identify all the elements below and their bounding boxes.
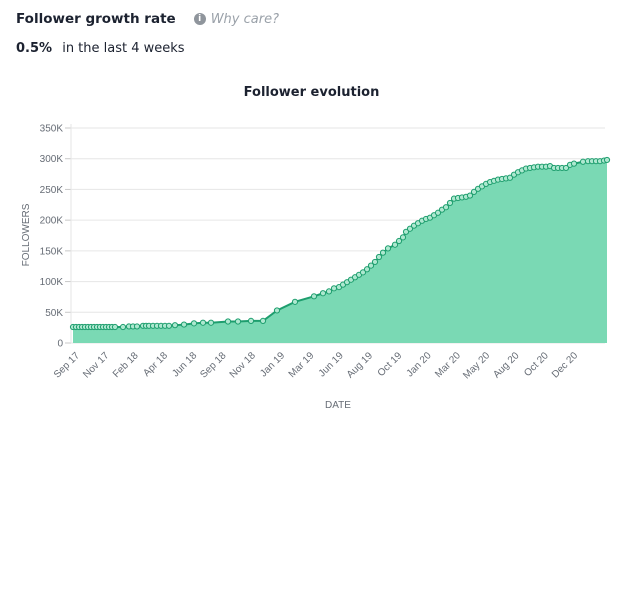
y-tick-label: 300K — [40, 154, 64, 165]
y-tick-label: 150K — [40, 246, 64, 257]
data-point — [384, 245, 392, 252]
data-point — [247, 317, 255, 324]
data-point — [506, 174, 514, 181]
data-point — [603, 156, 611, 164]
info-circle-icon: i — [193, 13, 206, 25]
x-tick-label: Oct 20 — [522, 350, 551, 379]
data-point — [406, 225, 414, 232]
data-point — [402, 228, 410, 235]
data-point — [224, 318, 232, 325]
y-axis-label: FOLLOWERS — [21, 203, 32, 266]
x-tick-label: Aug 19 — [345, 350, 375, 380]
data-point — [446, 199, 454, 207]
why-care-label: Why care? — [210, 11, 279, 27]
x-tick-label: Jun 19 — [317, 350, 346, 379]
y-tick-label: 0 — [57, 339, 63, 350]
data-point — [470, 188, 478, 195]
data-point — [199, 319, 207, 326]
x-tick-label: Jan 20 — [405, 350, 434, 379]
chart-title: Follower evolution — [243, 85, 380, 100]
x-tick-label: Mar 20 — [433, 350, 463, 380]
growth-stat: 0.5% in the last 4 weeks — [16, 41, 185, 56]
x-tick-label: Feb 18 — [111, 350, 141, 380]
data-point — [375, 253, 383, 261]
data-point — [259, 317, 267, 324]
x-tick-label: Oct 19 — [376, 350, 405, 379]
data-point — [165, 322, 173, 329]
data-point — [579, 158, 587, 165]
data-point — [234, 318, 242, 325]
data-point — [119, 323, 127, 331]
data-point — [359, 269, 367, 276]
data-point — [379, 249, 387, 256]
y-tick-label: 100K — [40, 277, 64, 288]
x-tick-label: Sep 17 — [52, 350, 82, 380]
data-point — [291, 298, 299, 305]
data-point — [371, 258, 379, 266]
x-tick-label: May 20 — [461, 350, 492, 381]
y-tick-label: 200K — [40, 216, 64, 227]
y-tick-label: 350K — [40, 124, 64, 135]
area-fill — [73, 159, 607, 343]
x-tick-label: Nov 18 — [228, 350, 258, 380]
x-tick-label: Apr 18 — [141, 350, 170, 379]
growth-rate-label: in the last 4 weeks — [62, 41, 185, 56]
data-point — [190, 320, 198, 327]
data-point — [367, 262, 375, 269]
data-point — [391, 241, 399, 248]
data-point — [330, 285, 338, 292]
section-title: Follower growth rate — [16, 11, 176, 27]
data-point — [310, 293, 318, 300]
data-point — [325, 288, 333, 295]
data-point — [111, 323, 119, 331]
data-point — [570, 160, 578, 167]
header: Follower growth rate i Why care? — [16, 11, 279, 27]
x-tick-label: Dec 20 — [550, 350, 580, 380]
data-point — [133, 323, 141, 330]
data-point — [319, 290, 327, 297]
x-tick-label: Jan 19 — [258, 350, 287, 379]
y-tick-label: 250K — [40, 185, 64, 196]
data-point — [171, 322, 179, 329]
data-point — [442, 204, 450, 211]
data-point — [273, 307, 281, 314]
data-point — [399, 234, 407, 241]
y-tick-label: 50K — [45, 308, 63, 319]
data-point — [562, 164, 570, 172]
data-point — [395, 237, 403, 245]
data-point — [434, 209, 442, 216]
why-care-link[interactable]: i Why care? — [193, 11, 279, 27]
x-tick-label: Mar 19 — [287, 350, 317, 380]
data-point — [207, 319, 215, 326]
x-tick-label: Aug 20 — [491, 350, 521, 380]
growth-rate-value: 0.5% — [16, 41, 53, 56]
x-tick-label: Nov 17 — [81, 350, 111, 380]
data-point — [363, 266, 371, 273]
x-tick-label: Jun 18 — [170, 350, 199, 379]
data-point — [180, 321, 188, 328]
x-axis-label: DATE — [325, 400, 351, 411]
data-point — [466, 192, 474, 199]
x-tick-label: Sep 18 — [198, 350, 228, 380]
